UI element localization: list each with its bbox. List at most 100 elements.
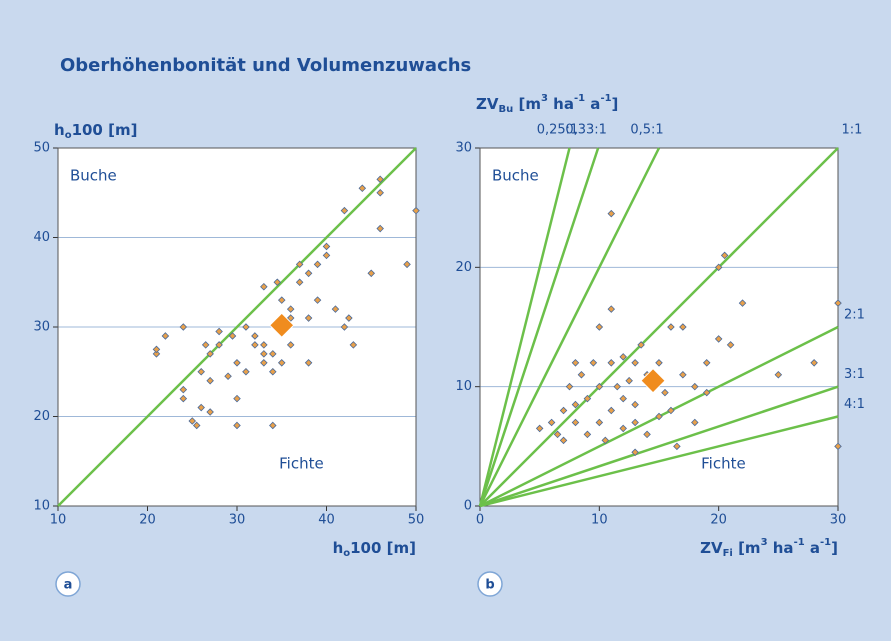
y-tick-label: 0 [464,499,472,514]
point [661,388,669,397]
label-sup: 3 [761,537,768,548]
label-part: a [585,95,600,113]
y-tick-label: 10 [33,499,50,514]
point [286,305,295,313]
axis-label: ZVFi​ [m3​ ha-1​ a-1​] [700,537,838,559]
point [313,260,322,269]
x-tick-label: 40 [318,513,335,528]
ratio-label: 0,33:1 [565,123,607,138]
point [206,350,214,358]
axis-label: ZVBu​ [m3​ ha-1​ a-1​] [476,93,618,115]
point [313,296,322,304]
point [286,341,295,349]
point [655,359,663,367]
y-tick-label: 20 [455,260,472,275]
point [595,323,604,331]
point [228,332,237,340]
y-tick-label: 30 [33,320,50,335]
point [340,206,349,215]
panel-badge [477,571,503,597]
point [260,282,268,291]
label-part: ZV [700,539,723,557]
point [607,406,616,415]
ratio-line [479,415,839,508]
point [206,376,214,385]
point [547,418,556,427]
x-tick-label: 0 [476,513,484,528]
point [643,430,651,439]
label-part: ha [548,95,574,113]
point [607,305,616,313]
mean-point [269,312,295,338]
point [571,359,580,367]
point [679,370,687,379]
point [152,345,161,354]
label-part: ha [768,539,794,557]
x-tick-label: 30 [830,513,847,528]
point [774,370,783,379]
point [260,359,268,367]
point [376,224,384,233]
ratio-line [479,385,839,508]
label-sub: o [65,130,72,141]
point [260,341,268,349]
x-tick-label: 10 [50,513,67,528]
plot-frame [57,147,417,507]
point [631,400,639,409]
label-sub: o [343,548,350,559]
point [367,269,376,278]
ratio-label: 0,25:1 [537,123,579,138]
point [619,353,627,361]
point [583,394,592,403]
point [403,260,411,269]
point [571,400,580,409]
mean-point [640,367,666,394]
point [251,341,259,349]
point [192,421,201,430]
point [286,314,295,322]
point [565,382,574,391]
y-tick-label: 30 [455,141,472,156]
point [197,367,205,376]
x-tick-label: 30 [229,513,246,528]
point [322,251,331,260]
label-part: [m [733,539,761,557]
point [583,430,592,439]
point [631,359,639,367]
label-sup: -1 [794,537,805,548]
panel-letter: b [485,578,494,593]
point [277,359,286,367]
y-tick-label: 10 [455,379,472,394]
point [691,382,699,391]
axis-label: ho​100 [m] [333,539,416,560]
point [304,359,313,367]
point [631,418,639,427]
label-part: ] [612,95,619,113]
point [295,260,304,269]
point [595,418,604,427]
label-part: ] [831,539,838,557]
point [376,188,384,197]
x-tick-label: 10 [591,513,608,528]
panel-letter: a [64,578,73,593]
point [304,314,313,322]
point [295,278,304,287]
point [340,323,349,331]
annotation: Buche [492,167,539,185]
point [834,442,842,451]
panel-badge [55,571,81,597]
point [810,359,818,367]
point [535,424,544,433]
point [571,418,580,427]
label-sub: Fi [723,548,733,559]
label-part: 100 [m] [350,539,416,557]
point [215,327,223,336]
label-sub: Bu [499,104,514,115]
diagonal-line [57,147,417,507]
point [269,421,277,430]
point [559,436,568,445]
label-sup: -1 [820,537,831,548]
x-tick-label: 20 [139,513,156,528]
point [595,382,604,391]
point [738,299,747,307]
